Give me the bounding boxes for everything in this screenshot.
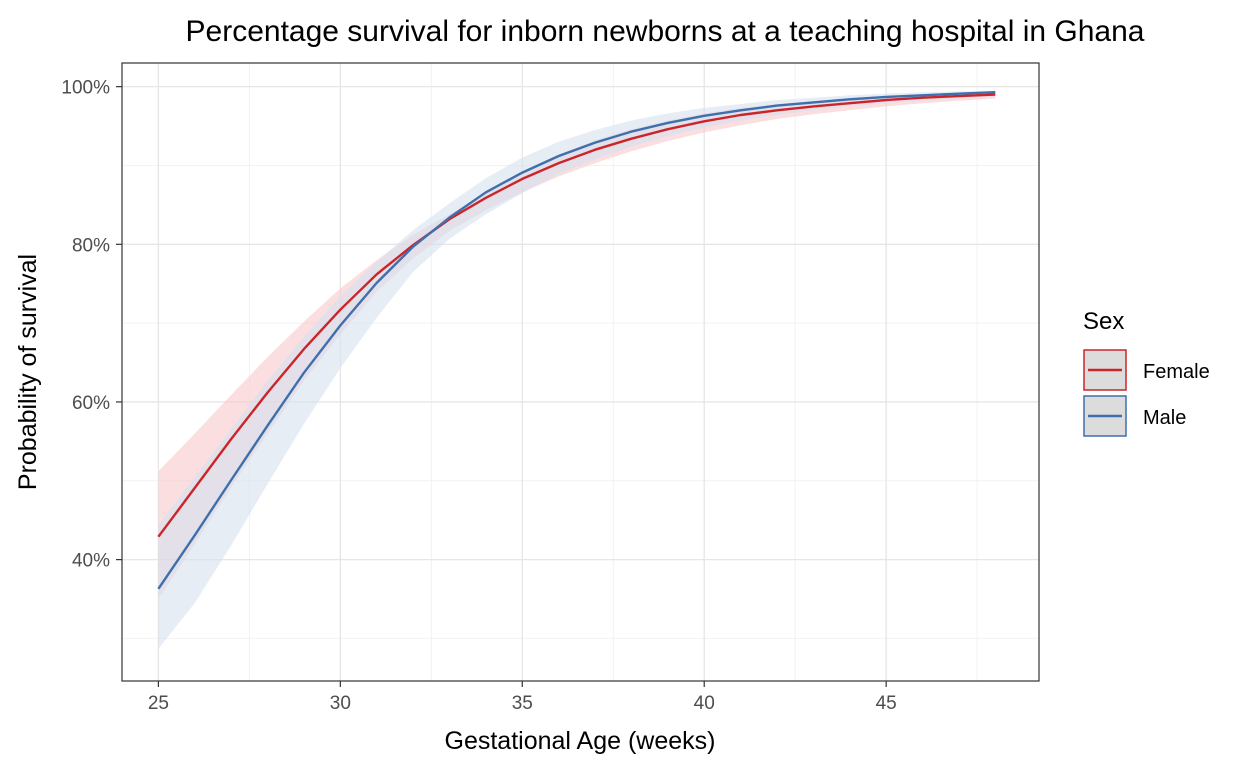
x-tick-label: 25 [148, 693, 169, 714]
x-tick-label: 35 [512, 693, 533, 714]
series-line-female [157, 93, 996, 538]
x-tick-label: 30 [330, 693, 351, 714]
panel-border [121, 62, 1040, 682]
series-line-male [157, 91, 996, 590]
confidence-bands [158, 90, 996, 649]
chart-title: Percentage survival for inborn newborns … [186, 15, 1145, 48]
x-axis: 25 30 35 40 45 [148, 681, 897, 714]
legend-label-female: Female [1143, 361, 1210, 383]
legend-items: Female Male [1083, 349, 1210, 437]
y-tick-label: 80% [72, 235, 110, 256]
y-axis-title: Probability of survival [14, 254, 42, 490]
x-tick-label: 40 [694, 693, 715, 714]
y-tick-label: 100% [61, 78, 110, 99]
legend: Sex Female Male [1083, 308, 1210, 437]
legend-label-male: Male [1143, 407, 1186, 429]
x-tick-label: 45 [876, 693, 897, 714]
series-lines [157, 91, 996, 590]
confidence-band-female [158, 92, 996, 599]
legend-title: Sex [1083, 308, 1124, 335]
y-tick-label: 60% [72, 393, 110, 414]
x-axis-title: Gestational Age (weeks) [445, 727, 716, 755]
confidence-band-male [158, 90, 996, 649]
y-axis: 40% 60% 80% 100% [61, 78, 122, 572]
plot-panel [121, 62, 1040, 682]
y-tick-label: 40% [72, 551, 110, 572]
